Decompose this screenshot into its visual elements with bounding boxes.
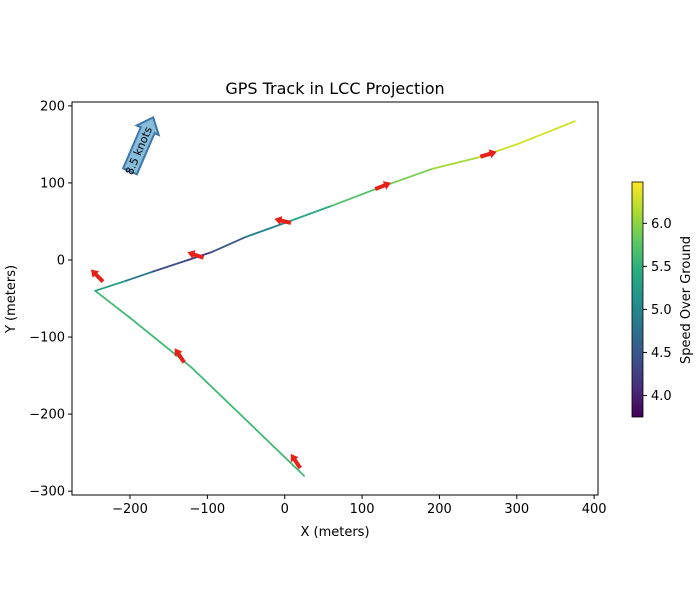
track-segment bbox=[210, 235, 247, 254]
x-tick-label: −200 bbox=[112, 502, 148, 517]
scale-arrow-group: 8.5 knots bbox=[121, 115, 161, 177]
track-segment bbox=[125, 270, 155, 282]
track-segment bbox=[94, 279, 128, 292]
x-tick-label: 200 bbox=[427, 502, 452, 517]
colorbar-tick-label: 6.0 bbox=[651, 217, 672, 232]
x-axis: −200 −100 0 100 200 300 400 bbox=[112, 495, 607, 517]
track-segment bbox=[430, 156, 480, 170]
x-tick-label: 100 bbox=[350, 502, 375, 517]
y-tick-label: 0 bbox=[57, 253, 65, 268]
track-layer bbox=[94, 120, 576, 477]
colorbar: 4.0 4.5 5.0 5.5 6.0 Speed Over Ground bbox=[631, 181, 694, 418]
plot-frame bbox=[71, 101, 599, 496]
chart-title: GPS Track in LCC Projection bbox=[225, 79, 444, 98]
track-segment bbox=[283, 205, 333, 224]
heading-arrow bbox=[374, 181, 391, 191]
colorbar-tick-label: 4.0 bbox=[651, 389, 672, 404]
x-axis-label: X (meters) bbox=[300, 525, 369, 540]
colorbar-tick-label: 5.5 bbox=[651, 260, 672, 275]
track-segment bbox=[190, 366, 305, 477]
heading-arrow bbox=[290, 453, 302, 470]
heading-arrow bbox=[187, 250, 205, 260]
heading-arrow bbox=[174, 348, 186, 364]
track-segment bbox=[152, 259, 189, 273]
colorbar-tick-label: 4.5 bbox=[651, 346, 672, 361]
scale-arrow-icon bbox=[121, 115, 161, 176]
x-tick-label: 300 bbox=[504, 502, 529, 517]
heading-arrow bbox=[90, 269, 105, 283]
y-tick-label: −100 bbox=[29, 331, 65, 346]
y-tick-label: 200 bbox=[40, 99, 65, 114]
colorbar-ticks: 4.0 4.5 5.0 5.5 6.0 bbox=[643, 217, 672, 404]
plot-area: 8.5 knots bbox=[71, 101, 599, 496]
colorbar-gradient bbox=[631, 181, 644, 418]
track-segment bbox=[515, 120, 576, 146]
colorbar-label: Speed Over Ground bbox=[679, 236, 694, 364]
track-segment bbox=[94, 289, 131, 319]
colorbar-tick-label: 5.0 bbox=[651, 303, 672, 318]
y-tick-label: 100 bbox=[40, 176, 65, 191]
heading-arrows bbox=[90, 149, 497, 470]
track-segment bbox=[245, 222, 286, 238]
y-axis-label: Y (meters) bbox=[4, 265, 19, 334]
x-tick-label: 0 bbox=[281, 502, 289, 517]
y-tick-label: −300 bbox=[29, 485, 65, 500]
x-tick-label: 400 bbox=[582, 502, 607, 517]
heading-arrow bbox=[479, 149, 497, 159]
y-tick-label: −200 bbox=[29, 408, 65, 423]
heading-arrow bbox=[274, 216, 292, 225]
track-segment bbox=[330, 187, 379, 207]
x-tick-label: −100 bbox=[190, 502, 226, 517]
y-axis: −300 −200 −100 0 100 200 bbox=[29, 99, 72, 500]
